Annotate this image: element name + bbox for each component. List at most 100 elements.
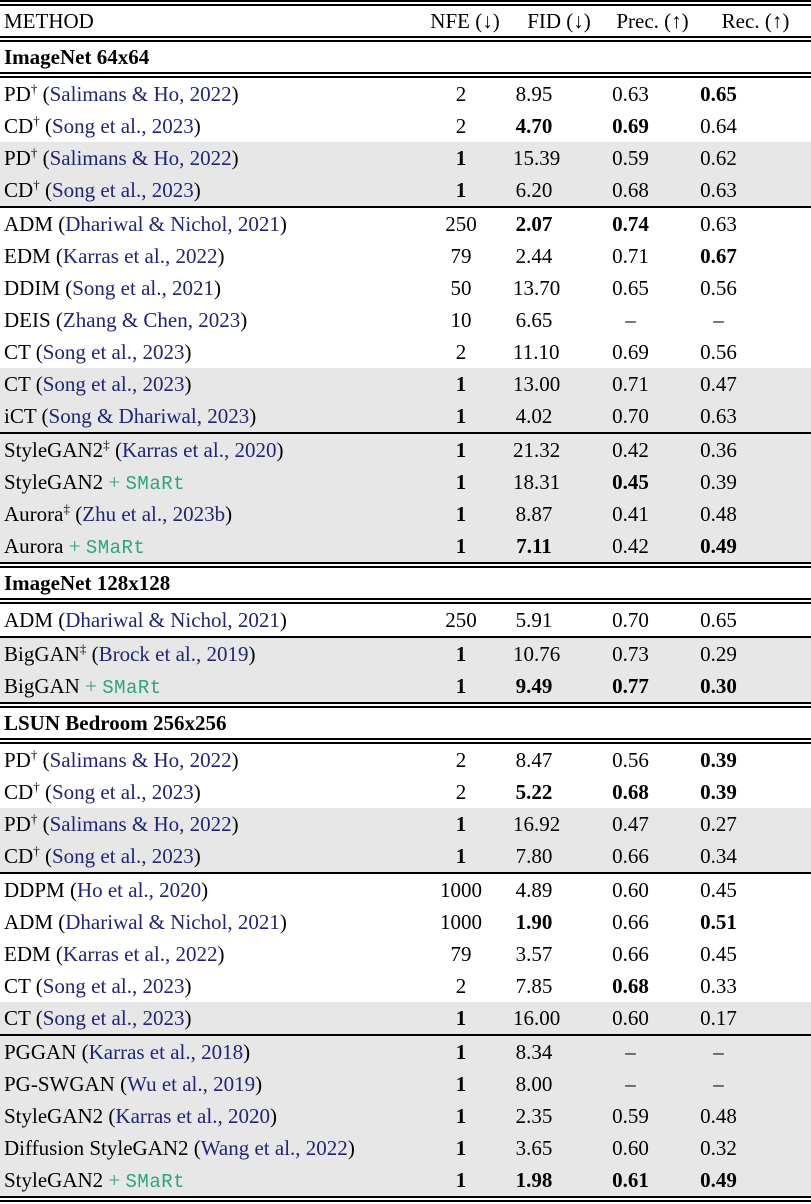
citation-link[interactable]: Salimans & Ho, 2022 <box>49 145 232 170</box>
prec-cell: 0.74 <box>612 211 649 236</box>
citation-link[interactable]: Song et al., 2023 <box>51 843 194 868</box>
method-name: BigGAN <box>4 641 80 666</box>
citation-link[interactable]: Song et al., 2023 <box>42 1005 185 1030</box>
citation-link[interactable]: Karras et al., 2018 <box>88 1039 244 1064</box>
citation-link[interactable]: Karras et al., 2020 <box>121 437 277 462</box>
citation-link[interactable]: Ho et al., 2020 <box>76 877 202 902</box>
method-cell: CT (Song et al., 2023) <box>4 1005 192 1030</box>
prec-cell: 0.70 <box>612 607 649 632</box>
table-row: StyleGAN2 (Karras et al., 2020) 1 2.35 0.59… <box>0 1100 811 1132</box>
prec-cell: – <box>625 1071 636 1096</box>
prec-cell: 0.47 <box>612 811 649 836</box>
prec-cell: 0.69 <box>612 339 649 364</box>
table-row: ADM (Dhariwal & Nichol, 2021) 250 2.07 0.74… <box>0 208 811 240</box>
prec-cell: 0.68 <box>612 973 649 998</box>
section-divider <box>0 72 811 78</box>
rec-cell: 0.32 <box>700 1135 737 1160</box>
rec-cell: 0.49 <box>700 1167 737 1192</box>
method-cell: CT (Song et al., 2023) <box>4 339 192 364</box>
table-row: StyleGAN2‡ (Karras et al., 2020) 1 21.32 0.… <box>0 434 811 466</box>
rec-cell: 0.36 <box>700 437 737 462</box>
method-name: BigGAN <box>4 673 80 698</box>
table-row: CD† (Song et al., 2023) 2 5.22 0.68 0.39 <box>0 776 811 808</box>
method-cell: BigGAN‡ (Brock et al., 2019) <box>4 641 256 666</box>
col-header-method: METHOD <box>4 8 94 33</box>
fid-cell: 7.11 <box>516 533 552 558</box>
citation-link[interactable]: Karras et al., 2020 <box>115 1103 270 1128</box>
citation-link[interactable]: Song et al., 2023 <box>42 339 185 364</box>
table-row: Diffusion StyleGAN2 (Wang et al., 2022) 1… <box>0 1132 811 1164</box>
citation-link[interactable]: Song et al., 2021 <box>72 275 214 300</box>
method-cell: Aurora‡ (Zhu et al., 2023b) <box>4 501 233 526</box>
method-name: StyleGAN2 <box>4 1103 104 1128</box>
nfe-cell: 1 <box>455 1039 467 1064</box>
table-row: Aurora‡ (Zhu et al., 2023b) 1 8.87 0.41 0.48 <box>0 498 811 530</box>
citation-link[interactable]: Zhang & Chen, 2023 <box>62 307 241 332</box>
nfe-cell: 1 <box>455 673 467 698</box>
method-dagger: † <box>30 81 38 96</box>
citation-link[interactable]: Brock et al., 2019 <box>98 641 249 666</box>
citation-link[interactable]: Salimans & Ho, 2022 <box>49 811 232 836</box>
table-row: CD† (Song et al., 2023) 1 6.20 0.68 0.63 <box>0 174 811 206</box>
citation-link[interactable]: Dhariwal & Nichol, 2021 <box>65 607 280 632</box>
citation-link[interactable]: Dhariwal & Nichol, 2021 <box>65 909 280 934</box>
citation-link[interactable]: Dhariwal & Nichol, 2021 <box>65 211 280 236</box>
nfe-cell: 1 <box>455 437 467 462</box>
section-header-row: LSUN Bedroom 256x256 <box>0 708 811 738</box>
citation-link[interactable]: Zhu et al., 2023b <box>82 501 226 526</box>
rec-cell: 0.29 <box>700 641 737 666</box>
citation-link[interactable]: Karras et al., 2022 <box>62 243 218 268</box>
citation-link[interactable]: Song et al., 2023 <box>51 113 194 138</box>
citation-link[interactable]: Karras et al., 2022 <box>62 941 218 966</box>
rec-cell: 0.45 <box>700 941 737 966</box>
prec-cell: 0.59 <box>612 1103 649 1128</box>
nfe-cell: 1 <box>455 843 467 868</box>
fid-cell: 4.89 <box>515 877 553 902</box>
method-name: EDM <box>4 243 51 268</box>
smart-suffix: + SMaRt <box>68 533 146 559</box>
method-cell: PD† (Salimans & Ho, 2022) <box>4 811 239 836</box>
citation-link[interactable]: Wu et al., 2019 <box>127 1071 256 1096</box>
citation-link[interactable]: Salimans & Ho, 2022 <box>49 81 232 106</box>
smart-label: SMaRt <box>85 536 146 559</box>
rec-cell: 0.49 <box>700 533 737 558</box>
group-divider <box>0 206 811 208</box>
col-header-fid: FID (↓) <box>527 8 591 33</box>
table-row: ADM (Dhariwal & Nichol, 2021) 1000 1.90 0.6… <box>0 906 811 938</box>
citation-link[interactable]: Song et al., 2023 <box>42 371 185 396</box>
rec-cell: – <box>713 307 724 332</box>
citation-link[interactable]: Song et al., 2023 <box>42 973 185 998</box>
smart-suffix: + SMaRt <box>108 1167 186 1193</box>
citation-link[interactable]: Song et al., 2023 <box>51 177 194 202</box>
citation-link[interactable]: Wang et al., 2022 <box>200 1135 348 1160</box>
fid-cell: 21.32 <box>513 437 561 462</box>
prec-cell: 0.69 <box>612 113 649 138</box>
method-dagger: ‡ <box>103 437 110 452</box>
table-row: CT (Song et al., 2023) 1 13.00 0.71 0.47 <box>0 368 811 400</box>
citation-link[interactable]: Salimans & Ho, 2022 <box>49 747 232 772</box>
method-cell: PD† (Salimans & Ho, 2022) <box>4 81 239 106</box>
method-name: PD <box>4 145 31 170</box>
method-cell: DDIM (Song et al., 2021) <box>4 275 221 300</box>
nfe-cell: 2 <box>455 339 467 364</box>
nfe-cell: 1 <box>455 811 467 836</box>
prec-cell: 0.56 <box>612 747 649 772</box>
section-divider <box>0 738 811 744</box>
fid-cell: 5.22 <box>515 779 553 804</box>
fid-cell: 6.20 <box>515 177 553 202</box>
citation-link[interactable]: Song et al., 2023 <box>51 779 194 804</box>
rec-cell: 0.63 <box>700 211 737 236</box>
smart-label: SMaRt <box>125 1170 186 1193</box>
table-row: DEIS (Zhang & Chen, 2023) 10 6.65 – – <box>0 304 811 336</box>
method-cell: PGGAN (Karras et al., 2018) <box>4 1039 251 1064</box>
method-name: StyleGAN2 <box>4 1167 104 1192</box>
rec-cell: 0.62 <box>700 145 737 170</box>
method-name: ADM <box>4 607 54 632</box>
citation-link[interactable]: Song & Dhariwal, 2023 <box>48 403 250 428</box>
nfe-cell: 2 <box>455 973 467 998</box>
prec-cell: 0.68 <box>612 177 649 202</box>
prec-cell: 0.73 <box>612 641 649 666</box>
fid-cell: 4.70 <box>515 113 553 138</box>
method-name: DDIM <box>4 275 60 300</box>
